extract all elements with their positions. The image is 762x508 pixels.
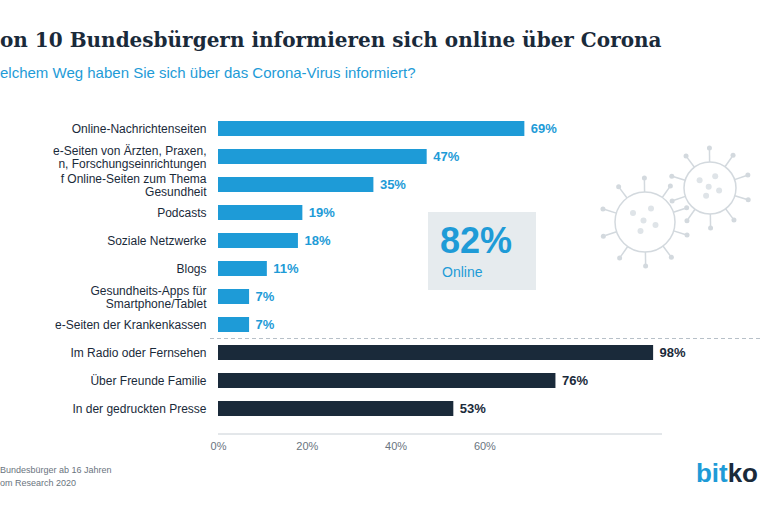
html-text:om Research 2020: om Research 2020 (0, 478, 76, 488)
svg-text:76%: 76% (562, 373, 588, 388)
svg-text:20%: 20% (296, 440, 318, 452)
svg-text:Im Radio oder Fernsehen: Im Radio oder Fernsehen (70, 346, 206, 360)
svg-text:f Online-Seiten zum ThemaGesun: f Online-Seiten zum ThemaGesundheit (61, 172, 208, 199)
svg-text:Gesundheits-Apps fürSmartphone: Gesundheits-Apps fürSmartphone/Tablet (90, 284, 207, 311)
svg-text:Online-Nachrichtenseiten: Online-Nachrichtenseiten (72, 122, 207, 136)
svg-text:Podcasts: Podcasts (157, 206, 206, 220)
html-text:elchem Weg haben Sie sich über: elchem Weg haben Sie sich über das Coron… (0, 64, 416, 81)
svg-text:Blogs: Blogs (176, 262, 206, 276)
html-text:82%: 82% (440, 220, 513, 261)
svg-text:19%: 19% (309, 205, 335, 220)
svg-text:7%: 7% (256, 317, 275, 332)
svg-text:60%: 60% (474, 440, 496, 452)
svg-text:47%: 47% (433, 149, 459, 164)
svg-text:In der gedruckten Presse: In der gedruckten Presse (72, 402, 206, 416)
html-text:Bundesbürger ab 16 Jahren: Bundesbürger ab 16 Jahren (0, 465, 112, 475)
svg-text:e-Seiten von Ärzten, Praxen,n,: e-Seiten von Ärzten, Praxen,n, Forschung… (53, 144, 206, 171)
html-text:bit ko: bit ko (695, 458, 758, 488)
svg-text:35%: 35% (380, 177, 406, 192)
svg-text:98%: 98% (660, 345, 686, 360)
svg-text:Soziale Netzwerke: Soziale Netzwerke (107, 234, 207, 248)
html-text:on 10 Bundesbürgern informiere: on 10 Bundesbürgern informieren sich onl… (0, 28, 662, 52)
svg-text:7%: 7% (256, 289, 275, 304)
svg-text:53%: 53% (460, 401, 486, 416)
html-text:Online: Online (442, 264, 483, 280)
svg-text:0%: 0% (211, 440, 227, 452)
svg-text:11%: 11% (273, 261, 299, 276)
svg-text:Über Freunde Familie: Über Freunde Familie (90, 374, 206, 388)
svg-text:40%: 40% (385, 440, 407, 452)
svg-text:e-Seiten der Krankenkassen: e-Seiten der Krankenkassen (55, 318, 206, 332)
svg-text:69%: 69% (531, 121, 557, 136)
svg-text:18%: 18% (304, 233, 330, 248)
